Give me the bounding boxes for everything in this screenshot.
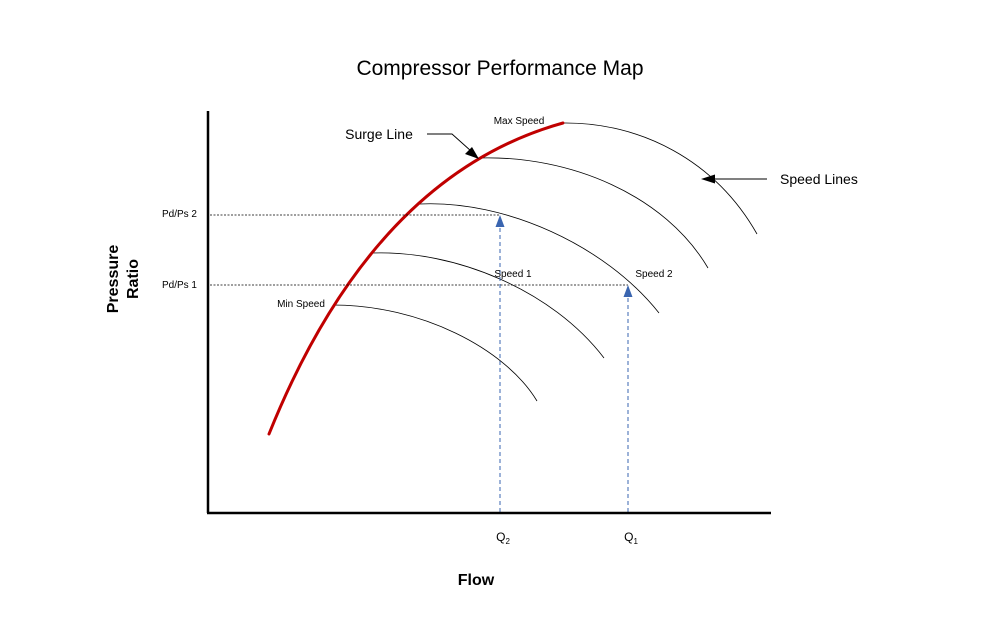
label-speed-2: Speed 2 xyxy=(635,269,673,280)
y-axis-title-line1: Pressure xyxy=(105,245,122,314)
speed-lines-leader xyxy=(701,174,767,184)
callout-surge-line: Surge Line xyxy=(345,126,413,142)
label-max-speed: Max Speed xyxy=(494,116,545,127)
speed-line-min xyxy=(332,304,538,402)
label-speed-1: Speed 1 xyxy=(494,269,532,280)
x-tick-q2: Q2 xyxy=(496,530,510,546)
label-min-speed: Min Speed xyxy=(277,299,325,310)
speed-line-speed1 xyxy=(371,252,605,359)
speed-lines xyxy=(332,122,758,402)
x-axis-title: Flow xyxy=(458,572,495,589)
y-axis-title: Pressure Ratio xyxy=(105,245,142,314)
y-tick-pdps2: Pd/Ps 2 xyxy=(162,209,197,220)
y-axis-title-line2: Ratio xyxy=(125,259,142,299)
y-tick-pdps1: Pd/Ps 1 xyxy=(162,280,197,291)
callout-speed-lines: Speed Lines xyxy=(780,171,858,187)
speed-line-max xyxy=(562,122,758,235)
speed-line-speed2 xyxy=(419,203,660,314)
speed-line-4 xyxy=(477,157,709,269)
surge-line-leader xyxy=(427,133,479,159)
operating-arrow-q2 xyxy=(495,215,505,512)
operating-arrow-q1 xyxy=(623,285,633,512)
chart-title: Compressor Performance Map xyxy=(356,57,643,80)
x-tick-q1: Q1 xyxy=(624,530,638,546)
surge-line xyxy=(267,121,565,436)
